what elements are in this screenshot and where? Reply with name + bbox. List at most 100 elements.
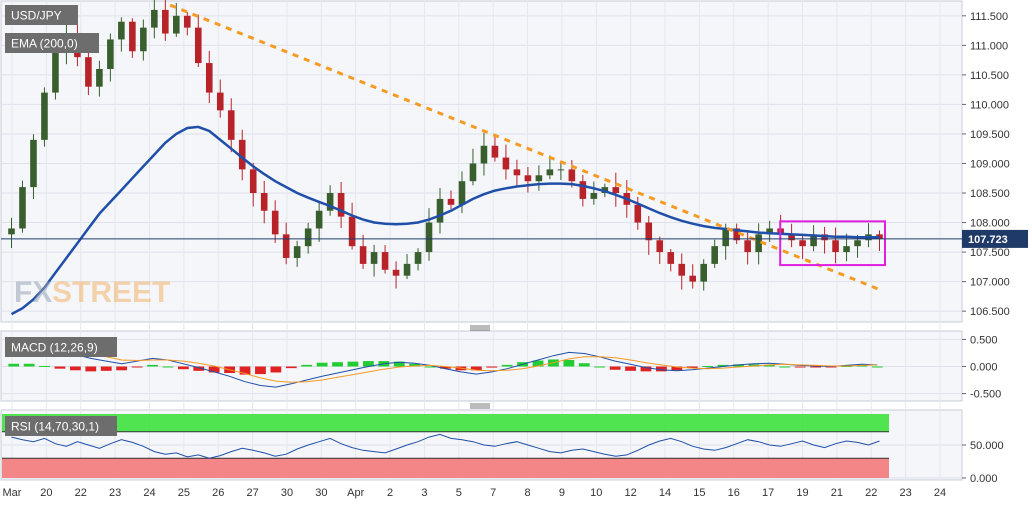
- candle-body: [30, 139, 37, 188]
- ema-badge[interactable]: EMA (200,0): [5, 33, 99, 53]
- x-tick-label: 7: [490, 487, 496, 499]
- candle-body: [436, 198, 444, 223]
- symbol-label: USD/JPY: [11, 9, 62, 23]
- macd-histogram-bar: [733, 364, 744, 367]
- macd-histogram-bar: [655, 366, 667, 372]
- candle-body: [359, 246, 367, 264]
- macd-histogram-bar: [748, 364, 760, 367]
- candle-body: [755, 234, 762, 253]
- macd-histogram-bar: [316, 362, 328, 367]
- candle-body: [337, 193, 345, 217]
- macd-histogram-bar: [609, 366, 621, 370]
- macd-histogram-bar: [486, 366, 498, 368]
- x-tick-label: 15: [693, 487, 705, 499]
- candle-body: [425, 222, 433, 253]
- y-axis-labels: 106.500 107.000 107.500 108.000 108.500 109.0…: [962, 11, 1010, 485]
- price-y-tick-label: 108.000: [970, 218, 1010, 230]
- candle-body: [744, 240, 751, 253]
- candle-body: [590, 193, 598, 199]
- x-tick-label: 24: [934, 487, 946, 499]
- candle-body: [107, 39, 114, 69]
- candle-body: [52, 51, 59, 93]
- price-y-tick-label: 108.500: [970, 188, 1010, 200]
- x-tick-label: 10: [590, 487, 602, 499]
- candle-body: [579, 181, 587, 199]
- x-axis-labels: Mar 20 22 23 24 25 26 27 30 30 Apr 2 3 5 7 8 9 10 12 14 15 16…: [3, 487, 947, 499]
- candle-body: [491, 145, 499, 158]
- candle-body: [41, 92, 48, 140]
- x-tick-label: 23: [900, 487, 912, 499]
- candle-body: [854, 240, 861, 247]
- candle-body: [183, 15, 191, 28]
- rsi-badge[interactable]: RSI (14,70,30,1): [5, 416, 117, 436]
- macd-histogram-bar: [686, 366, 698, 369]
- rsi-line-path: [11, 433, 880, 459]
- rsi-overbought-zone: [2, 414, 889, 432]
- rsi-y-tick-label: 0.000: [970, 473, 998, 485]
- macd-histogram-bar: [501, 364, 513, 367]
- candle-body: [96, 68, 103, 87]
- macd-histogram-bar: [131, 366, 143, 368]
- candle-body: [810, 234, 817, 247]
- macd-histogram-bar: [640, 366, 652, 372]
- macd-histogram-bar: [532, 360, 544, 367]
- macd-histogram-bar: [301, 364, 313, 367]
- candle-body: [447, 198, 455, 205]
- rsi-line: [11, 433, 880, 459]
- macd-histogram-bar: [332, 362, 343, 367]
- candle-body: [315, 210, 323, 229]
- macd-histogram-bar: [440, 366, 451, 369]
- x-tick-label: 17: [762, 487, 774, 499]
- macd-y-tick-label: 0.500: [970, 334, 998, 346]
- candle-body: [689, 275, 697, 282]
- candle-body: [370, 252, 378, 264]
- range-box[interactable]: [779, 220, 887, 267]
- candle-body: [260, 193, 268, 211]
- candle-body: [8, 228, 15, 235]
- macd-histogram-bar: [208, 366, 220, 373]
- fxstreet-logo: FX STREET: [14, 276, 170, 309]
- candle-body: [733, 228, 740, 241]
- candle-body: [535, 175, 543, 182]
- macd-label: MACD (12,26,9): [11, 341, 98, 355]
- grid-lines: [1, 1, 962, 480]
- candle-body: [513, 169, 521, 176]
- macd-histogram-bar: [147, 364, 158, 367]
- panel-resize-handle-1[interactable]: [470, 325, 490, 331]
- price-y-tick-label: 110.000: [970, 99, 1009, 111]
- macd-histogram-bar: [116, 366, 128, 371]
- macd-histogram-bar: [578, 363, 590, 367]
- candle-body: [19, 187, 26, 229]
- panel-resize-handle-2[interactable]: [470, 403, 490, 409]
- macd-histogram-bar: [255, 366, 266, 375]
- candle-body: [381, 252, 389, 270]
- macd-badge[interactable]: MACD (12,26,9): [5, 337, 117, 357]
- macd-histogram-bar: [239, 366, 251, 375]
- macd-histogram-bar: [193, 366, 205, 371]
- candle-body: [326, 193, 334, 211]
- candle-body: [227, 110, 235, 140]
- candle-body: [667, 252, 675, 264]
- candle-body: [678, 263, 686, 276]
- logo-fx: FX: [14, 276, 52, 309]
- logo-street: STREET: [52, 276, 170, 309]
- x-tick-label: 16: [728, 487, 740, 499]
- candle-body: [656, 240, 664, 253]
- trendline[interactable]: [169, 3, 883, 292]
- x-tick-label: 3: [421, 487, 427, 499]
- macd-histogram-bar: [100, 366, 112, 371]
- candle-body: [414, 252, 422, 264]
- candle-body: [832, 240, 839, 253]
- candle-body: [458, 181, 466, 205]
- macd-histogram-bar: [671, 366, 683, 371]
- candle-body: [304, 228, 312, 247]
- candle-body: [216, 92, 224, 111]
- candle-body: [557, 169, 565, 171]
- x-tick-label: 30: [315, 487, 327, 499]
- candle-body: [162, 9, 169, 34]
- candle-body: [722, 228, 729, 247]
- symbol-badge[interactable]: USD/JPY: [5, 5, 78, 25]
- macd-histogram-bar: [625, 366, 636, 371]
- macd-histogram-bar: [763, 364, 775, 367]
